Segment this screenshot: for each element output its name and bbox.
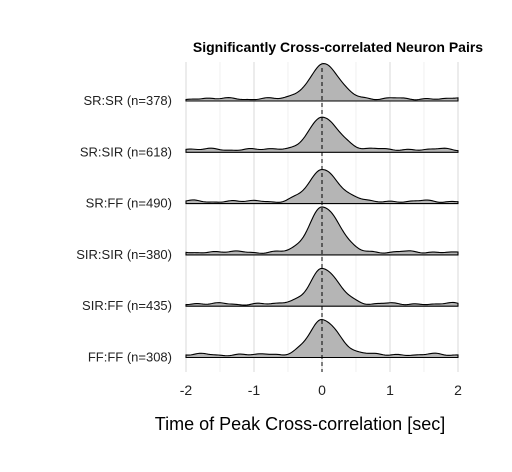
ridge-series: [185, 318, 459, 359]
ridge-series: [185, 168, 459, 205]
x-axis-ticks: -2 -1 0 1 2: [180, 382, 462, 398]
series-label: FF:FF (n=308): [88, 350, 172, 365]
x-tick-label: 0: [318, 382, 326, 398]
chart-title: Significantly Cross-correlated Neuron Pa…: [193, 39, 483, 55]
x-axis-label: Time of Peak Cross-correlation [sec]: [155, 414, 445, 434]
series-label: SR:FF (n=490): [86, 196, 172, 211]
series-label: SR:SIR (n=618): [80, 144, 172, 159]
x-tick-label: -2: [180, 382, 193, 398]
x-tick-label: -1: [248, 382, 261, 398]
x-tick-label: 2: [454, 382, 462, 398]
y-axis-labels: SR:SR (n=378) SR:SIR (n=618) SR:FF (n=490)…: [76, 93, 172, 365]
series-label: SR:SR (n=378): [83, 93, 172, 108]
series-label: SIR:SIR (n=380): [76, 247, 172, 262]
series-label: SIR:FF (n=435): [82, 298, 172, 313]
x-tick-label: 1: [386, 382, 394, 398]
